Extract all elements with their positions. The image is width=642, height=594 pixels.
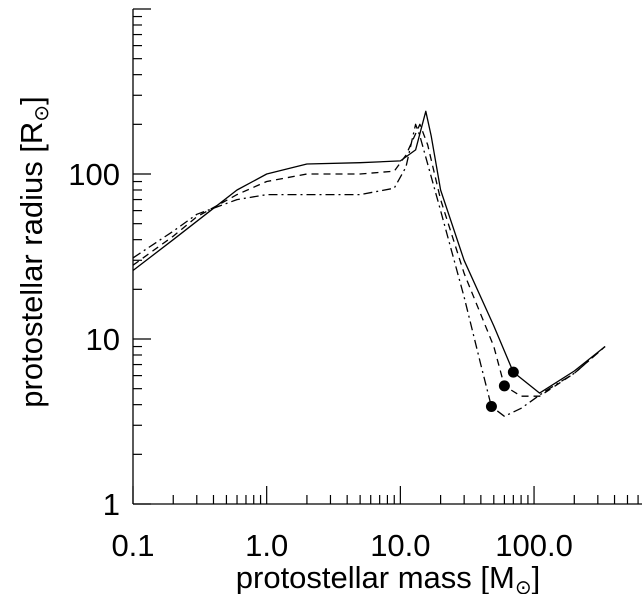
x-tick-label: 1.0 xyxy=(245,528,288,563)
plot-axes xyxy=(132,9,642,505)
x-axis-title-close: ] xyxy=(532,560,541,594)
marker-dashdot xyxy=(485,400,497,412)
series-layer xyxy=(132,110,606,417)
y-axis-title: protostellar radius [R⊙] xyxy=(14,96,53,407)
x-axis-title: protostellar mass [M⊙] xyxy=(236,560,540,594)
y-tick-label: 100 xyxy=(68,157,120,192)
labels-layer: 0.1 1.0 10.0 100.0 1 10 100 protostellar mass [… xyxy=(14,96,573,594)
x-axis-title-subscript: ⊙ xyxy=(515,577,532,594)
series-line-solid xyxy=(132,110,606,394)
y-axis-title-close: ] xyxy=(14,96,49,105)
x-tick-label: 0.1 xyxy=(111,528,154,563)
ticks-layer xyxy=(132,8,639,505)
markers-layer xyxy=(485,366,519,412)
series-line-dashed xyxy=(132,123,606,397)
marker-solid xyxy=(507,366,519,378)
y-tick-label: 10 xyxy=(86,322,120,357)
marker-dashed xyxy=(498,380,510,392)
x-tick-label: 100.0 xyxy=(495,528,573,563)
y-axis-title-subscript: ⊙ xyxy=(31,105,53,122)
x-tick-label: 10.0 xyxy=(370,528,430,563)
series-line-dashdot xyxy=(132,123,606,417)
y-tick-label: 1 xyxy=(103,487,120,522)
